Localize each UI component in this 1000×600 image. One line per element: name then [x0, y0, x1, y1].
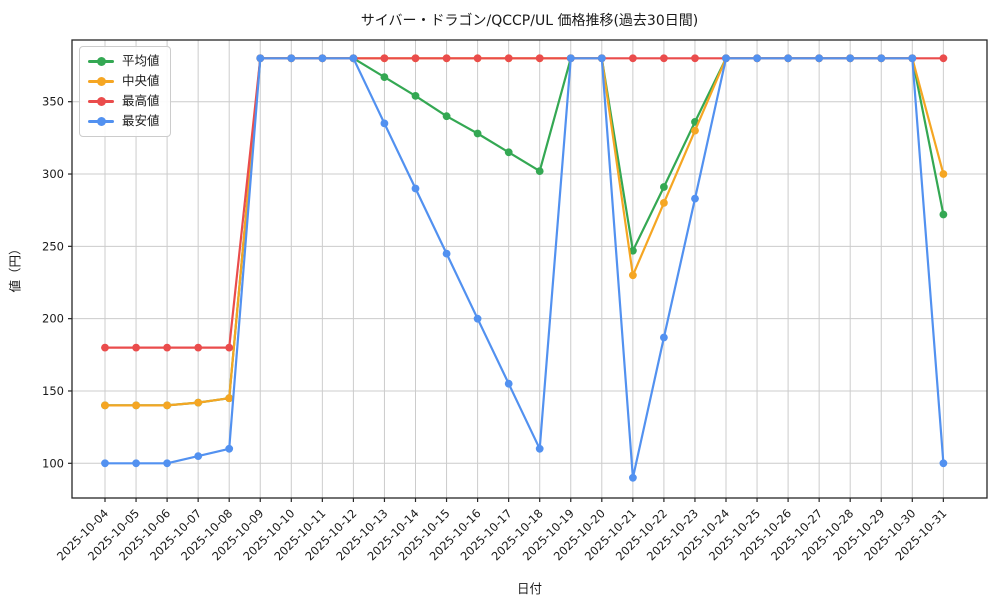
series-mean-marker — [629, 246, 637, 255]
series-median-line — [105, 57, 945, 407]
series-min-marker — [163, 459, 172, 468]
y-tick-label: 250 — [42, 239, 64, 253]
legend-label-median: 中央値 — [122, 73, 160, 89]
series-min-line — [105, 57, 945, 479]
series-min-marker — [194, 452, 203, 460]
series-mean-line — [105, 57, 945, 407]
series-max-marker — [939, 54, 948, 63]
series-median-marker — [194, 398, 203, 407]
series-min-marker — [660, 333, 668, 342]
series-max-marker — [504, 54, 513, 63]
legend-label-max: 最高値 — [122, 93, 160, 109]
legend-swatch-max — [88, 97, 114, 106]
series-min-marker — [908, 54, 917, 63]
series-min-marker — [225, 444, 234, 453]
series-min-marker — [287, 54, 296, 63]
series-mean-marker — [660, 183, 668, 191]
series-mean-marker — [380, 73, 389, 81]
series-median-marker — [163, 401, 172, 410]
series-max-marker — [629, 54, 637, 63]
series-min-marker — [846, 54, 855, 63]
series-mean-marker — [535, 167, 544, 176]
series-min-marker — [132, 459, 141, 468]
series-max-marker — [163, 343, 172, 352]
y-tick-label: 150 — [42, 384, 64, 398]
series-median-marker — [132, 401, 141, 410]
series-max-marker — [380, 54, 389, 63]
series-max-marker — [101, 343, 109, 352]
series-max-marker — [194, 343, 203, 352]
series-min-marker — [691, 194, 699, 203]
chart-title: サイバー・ドラゴン/QCCP/UL 価格推移(過去30日間) — [360, 13, 699, 29]
x-axis-label: 日付 — [516, 581, 542, 596]
series-max-marker — [535, 54, 544, 63]
series-median-marker — [939, 170, 948, 178]
series-mean-marker — [504, 148, 513, 157]
series-max-marker — [660, 54, 668, 63]
series-min-marker — [256, 54, 265, 63]
series-min-marker — [380, 119, 389, 128]
legend-swatch-median — [88, 77, 114, 86]
series-median — [101, 54, 948, 410]
series-min-marker — [877, 54, 886, 63]
series-median-marker — [629, 271, 637, 280]
legend: 平均値 中央値 最高値 最安値 — [79, 46, 171, 137]
series-max-marker — [442, 54, 451, 63]
series-min-marker — [101, 459, 109, 468]
y-tick-label: 100 — [42, 456, 64, 470]
series-min-marker — [566, 54, 575, 63]
series-min-marker — [722, 54, 730, 63]
series-mean-marker — [939, 210, 948, 219]
legend-item-min: 最安値 — [88, 114, 160, 129]
legend-swatch-mean — [88, 57, 114, 66]
y-tick-label: 200 — [42, 312, 64, 326]
legend-swatch-min — [88, 117, 114, 126]
series-min-marker — [784, 54, 792, 63]
series-mean-marker — [473, 129, 482, 138]
series-min — [101, 54, 948, 482]
y-tick-label: 350 — [42, 95, 64, 109]
series-min-marker — [535, 444, 544, 453]
axes-frame — [71, 39, 988, 499]
series-median-marker — [101, 401, 109, 410]
series-median-marker — [660, 199, 668, 207]
series-min-marker — [411, 184, 420, 193]
series-mean-marker — [411, 92, 420, 100]
series-max-marker — [473, 54, 482, 63]
series-max-marker — [691, 54, 699, 63]
series-min-marker — [504, 379, 513, 388]
legend-item-mean: 平均値 — [88, 54, 160, 69]
series-median-marker — [691, 126, 699, 135]
series-min-marker — [629, 473, 637, 482]
series-min-marker — [753, 54, 761, 63]
series-min-marker — [597, 54, 606, 63]
legend-label-mean: 平均値 — [122, 53, 160, 69]
series-max-marker — [411, 54, 420, 63]
series-min-marker — [939, 459, 948, 468]
legend-item-max: 最高値 — [88, 94, 160, 109]
series-min-marker — [815, 54, 823, 63]
series-min-marker — [349, 54, 358, 63]
series-max-marker — [132, 343, 141, 352]
series-max-marker — [225, 343, 234, 352]
legend-label-min: 最安値 — [122, 113, 160, 129]
series-median-marker — [225, 394, 234, 403]
series-mean — [101, 54, 948, 410]
y-tick-label: 300 — [42, 167, 64, 181]
series-max — [101, 54, 948, 352]
series-min-marker — [442, 249, 451, 258]
series-min-marker — [318, 54, 327, 63]
series-mean-marker — [442, 112, 451, 121]
series-min-marker — [473, 314, 482, 323]
legend-item-median: 中央値 — [88, 74, 160, 89]
